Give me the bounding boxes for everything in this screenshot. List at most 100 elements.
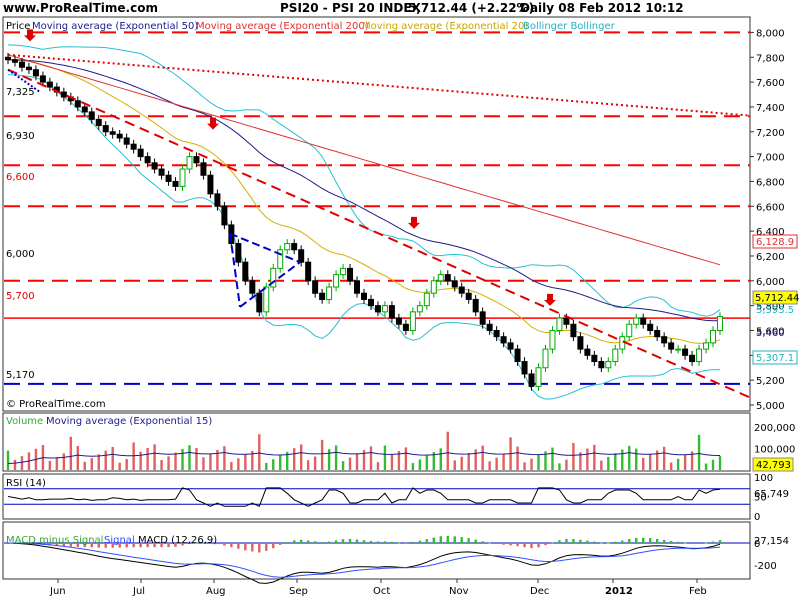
candle-body	[235, 243, 242, 263]
candle-body	[361, 292, 367, 300]
candle-body	[137, 148, 144, 158]
candle-body	[263, 286, 270, 313]
lower-band-box	[752, 350, 798, 365]
blue-dotted-trend	[7, 68, 41, 93]
candle-body	[570, 323, 577, 338]
candle-body	[367, 298, 374, 307]
candle-body	[577, 336, 584, 350]
volume-bar	[669, 462, 673, 470]
y-tick-label: 7,400	[756, 103, 785, 114]
volume-bar	[230, 461, 233, 470]
macd-histogram-bar	[83, 543, 86, 548]
ema20-line	[7, 59, 721, 344]
macd-histogram-bar	[446, 535, 449, 543]
candle-body	[493, 329, 500, 338]
macd-histogram-bar	[313, 541, 317, 543]
macd-histogram-bar	[453, 536, 456, 543]
price-change: 5,712.44 (+2.22%)	[408, 1, 535, 15]
volume-bar	[488, 461, 491, 470]
volume-bar	[718, 456, 722, 470]
candle-body	[710, 329, 717, 344]
volume-bar	[628, 445, 631, 470]
candle-body	[640, 317, 647, 325]
candle-body	[563, 317, 570, 325]
macd-histogram-bar	[320, 542, 324, 544]
volume-bar	[411, 463, 415, 470]
macd-histogram-bar	[76, 543, 80, 547]
macd-histogram-bar	[188, 543, 191, 544]
macd-histogram-bar	[118, 543, 121, 548]
macd-histogram-bar	[195, 542, 198, 544]
volume-bar	[251, 450, 254, 470]
macd-histogram-bar	[662, 539, 666, 543]
macd-histogram-bar	[425, 539, 429, 543]
macd-histogram-bar	[383, 541, 387, 543]
candle-body	[591, 354, 598, 363]
candle-body	[654, 329, 661, 338]
volume-bar	[481, 445, 484, 470]
volume-bar	[286, 451, 289, 470]
candle-body	[507, 342, 514, 350]
rsi-line	[7, 487, 721, 507]
volume-bar	[537, 454, 540, 470]
volume-bar	[341, 461, 345, 470]
macd-histogram-bar	[125, 543, 128, 548]
volume-bar	[593, 444, 596, 470]
candle-body	[326, 286, 333, 300]
last-price-value: 5,712.44	[755, 293, 800, 304]
legend-bollinger: Bollinger Bollinger	[523, 21, 616, 32]
month-feb: Feb	[689, 586, 707, 597]
volume-bar	[439, 448, 442, 470]
ema50-line	[7, 59, 721, 322]
triangle-side-a	[229, 232, 301, 264]
candle-body	[298, 249, 305, 263]
macd-histogram-bar	[292, 540, 296, 543]
macd-histogram-bar	[544, 543, 547, 546]
candle-body	[172, 180, 179, 187]
macd-histogram-bar	[411, 541, 415, 543]
candle-body	[696, 348, 703, 363]
candle-body	[703, 342, 710, 350]
volume-bar	[530, 458, 533, 470]
candle-body	[416, 305, 423, 313]
macd-histogram-bar	[676, 541, 680, 543]
legend-volume-ema: Moving average (Exponential 15)	[46, 416, 212, 427]
macd-histogram-bar	[390, 541, 394, 543]
volume-bar	[697, 434, 701, 470]
macd-histogram-bar	[202, 542, 205, 544]
volume-bar	[579, 452, 582, 470]
candle-body	[46, 81, 53, 88]
volume-bar	[48, 460, 52, 470]
macd-histogram-bar	[258, 543, 261, 553]
level-label-5700: 5,700	[6, 291, 35, 302]
y-tick-label: 7,600	[756, 78, 785, 89]
candle-body	[340, 267, 347, 276]
macd-histogram-bar	[355, 539, 359, 543]
candle-body	[472, 298, 479, 313]
triangle-side-c	[229, 233, 241, 308]
y-tick-label: 5,800	[756, 302, 785, 313]
macd-histogram-bar	[306, 540, 310, 543]
macd-histogram-bar	[690, 543, 694, 544]
macd-histogram-bar	[111, 543, 114, 548]
volume-bar	[292, 448, 296, 470]
candle-body	[633, 317, 640, 325]
level-label-6930: 6,930	[6, 131, 35, 142]
macd-histogram-bar	[104, 543, 107, 548]
volume-bar	[397, 451, 401, 470]
macd-histogram-bar	[167, 543, 170, 548]
volume-bar	[600, 460, 603, 470]
macd-histogram-bar	[376, 541, 380, 543]
volume-bar	[90, 458, 93, 470]
volume-bar	[258, 434, 261, 470]
volume-tick-label: 100,000	[754, 444, 795, 455]
candle-body	[381, 305, 388, 313]
candle-body	[689, 354, 696, 363]
site-logo[interactable]: www.ProRealTime.com	[3, 1, 158, 15]
macd-histogram-bar	[495, 543, 498, 544]
volume-bar	[125, 459, 128, 470]
macd-histogram-bar	[223, 543, 226, 546]
volume-bar	[146, 447, 149, 470]
rsi-tick-label: 50	[754, 493, 767, 504]
macd-histogram-bar	[481, 541, 484, 543]
